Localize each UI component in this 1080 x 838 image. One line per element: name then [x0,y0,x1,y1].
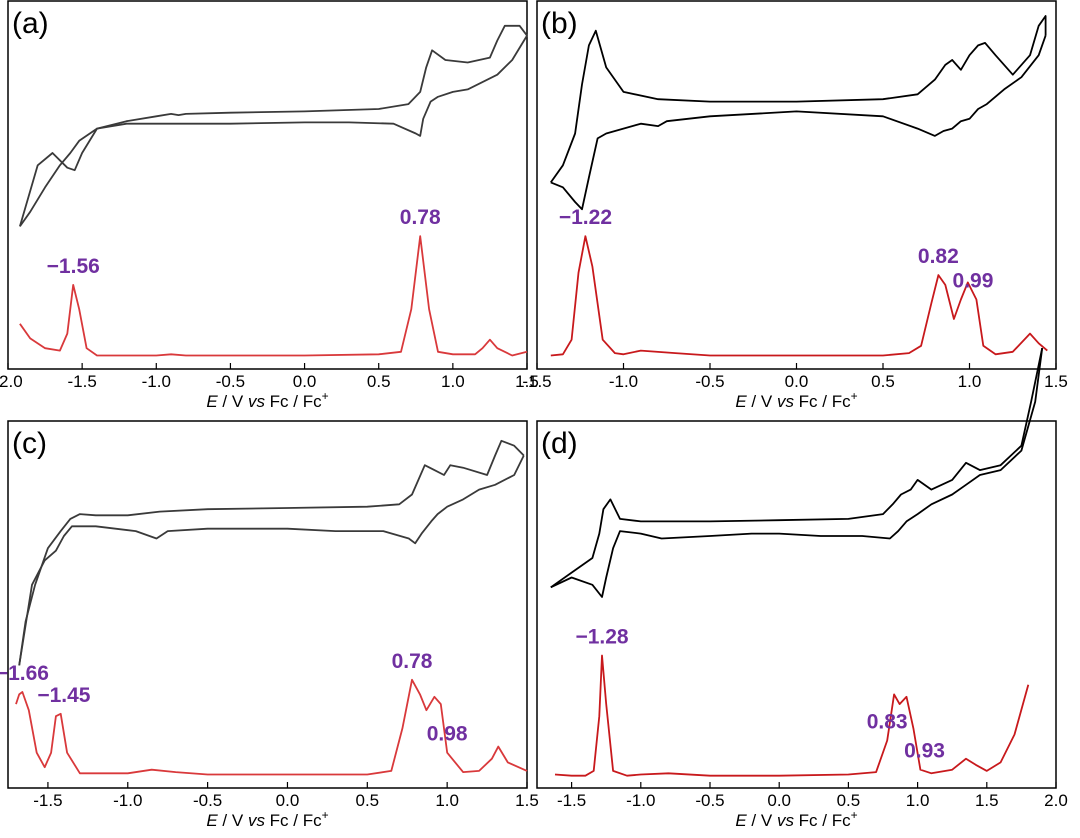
x-tick-label: 1.5 [515,372,539,391]
x-tick-label: -0.5 [193,791,222,810]
panel-c: (c) −1.66−1.45 0.78 0.98 -1.5 -1.0 -0.5 0.0 0.5 1… [0,420,539,830]
x-tick-label: 1.0 [435,791,459,810]
panel-label: (c) [12,427,47,460]
x-tick-label: 0.5 [837,791,861,810]
x-tick-label: -1.0 [142,372,171,391]
peak-label: 0.99 [953,269,994,292]
x-axis-label: E / V vs Fc / Fc+ [206,389,328,411]
peak-label: −1.22 [559,206,612,229]
plot-frame [536,420,1057,789]
peak-label: 0.83 [867,711,908,734]
x-tick-label: 0.5 [355,791,379,810]
cv-forward-trace [550,15,1047,183]
x-tick-label: 0.0 [293,372,317,391]
x-tick-label: 0.5 [871,372,895,391]
x-tick-label: -1.0 [113,791,142,810]
dpv-trace [15,678,528,776]
cv-reverse-trace [18,455,525,666]
peak-label: −1.66 [0,662,49,685]
x-tick-label: 0.0 [785,372,809,391]
plot-frame [7,0,528,370]
x-tick-label: -1.0 [626,791,655,810]
panel-a: (a) −1.56 0.78 -2.0 -1.5 -1.0 -0.5 0.0 0.5 1.0 1.5… [0,0,539,411]
x-tick-label: 1.5 [1044,372,1068,391]
panel-label: (d) [541,427,578,460]
peak-label: −1.45 [37,684,90,707]
x-axis-label: E / V vs Fc / Fc+ [735,808,857,830]
x-tick-label: 0.0 [767,791,791,810]
x-tick-label: 2.0 [1044,791,1068,810]
peak-label: 0.78 [400,206,441,229]
x-tick-label: 0.5 [367,372,391,391]
x-tick-label: 1.5 [515,791,539,810]
peak-label: 0.82 [918,245,959,268]
peak-label: 0.93 [904,740,945,763]
panel-d: (d) −1.28 0.83 0.93 -1.5 -1.0 -0.5 0.0 0.5 1.0 1.5… [536,347,1068,830]
x-tick-label: -0.5 [216,372,245,391]
cv-forward-trace [550,347,1044,589]
cv-forward-trace [18,439,525,666]
x-tick-label: -0.5 [695,791,724,810]
panel-b: (b) −1.22 0.820.99 -1.5 -1.0 -0.5 0.0 0.5 1.0 1.5… [522,0,1068,411]
peak-label: −1.56 [47,255,100,278]
x-tick-label: -1.5 [33,791,62,810]
dpv-trace [550,235,1048,357]
x-tick-label: 1.0 [441,372,465,391]
x-tick-label: 1.5 [975,791,999,810]
x-tick-label: 0.0 [276,791,300,810]
cv-reverse-trace [19,35,528,227]
plot-frame [7,420,528,789]
x-tick-label: -1.5 [522,372,551,391]
cv-forward-trace [19,24,528,227]
cv-reverse-trace [550,347,1044,598]
peak-label: 0.78 [392,650,433,673]
x-tick-label: -1.5 [67,372,96,391]
dpv-trace [19,235,528,357]
x-tick-label: -0.5 [695,372,724,391]
x-tick-label: -1.0 [609,372,638,391]
x-axis-label: E / V vs Fc / Fc+ [206,808,328,830]
cv-reverse-trace [550,35,1047,211]
x-axis-label: E / V vs Fc / Fc+ [735,389,857,411]
x-tick-label: -1.5 [557,791,586,810]
x-tick-label: -2.0 [0,372,23,391]
x-tick-label: 1.0 [958,372,982,391]
dpv-trace [554,654,1030,777]
x-tick-label: 1.0 [906,791,930,810]
peak-label: −1.28 [575,626,628,649]
panel-label: (a) [12,7,49,40]
peak-label: 0.98 [427,723,468,746]
panel-label: (b) [541,7,578,40]
